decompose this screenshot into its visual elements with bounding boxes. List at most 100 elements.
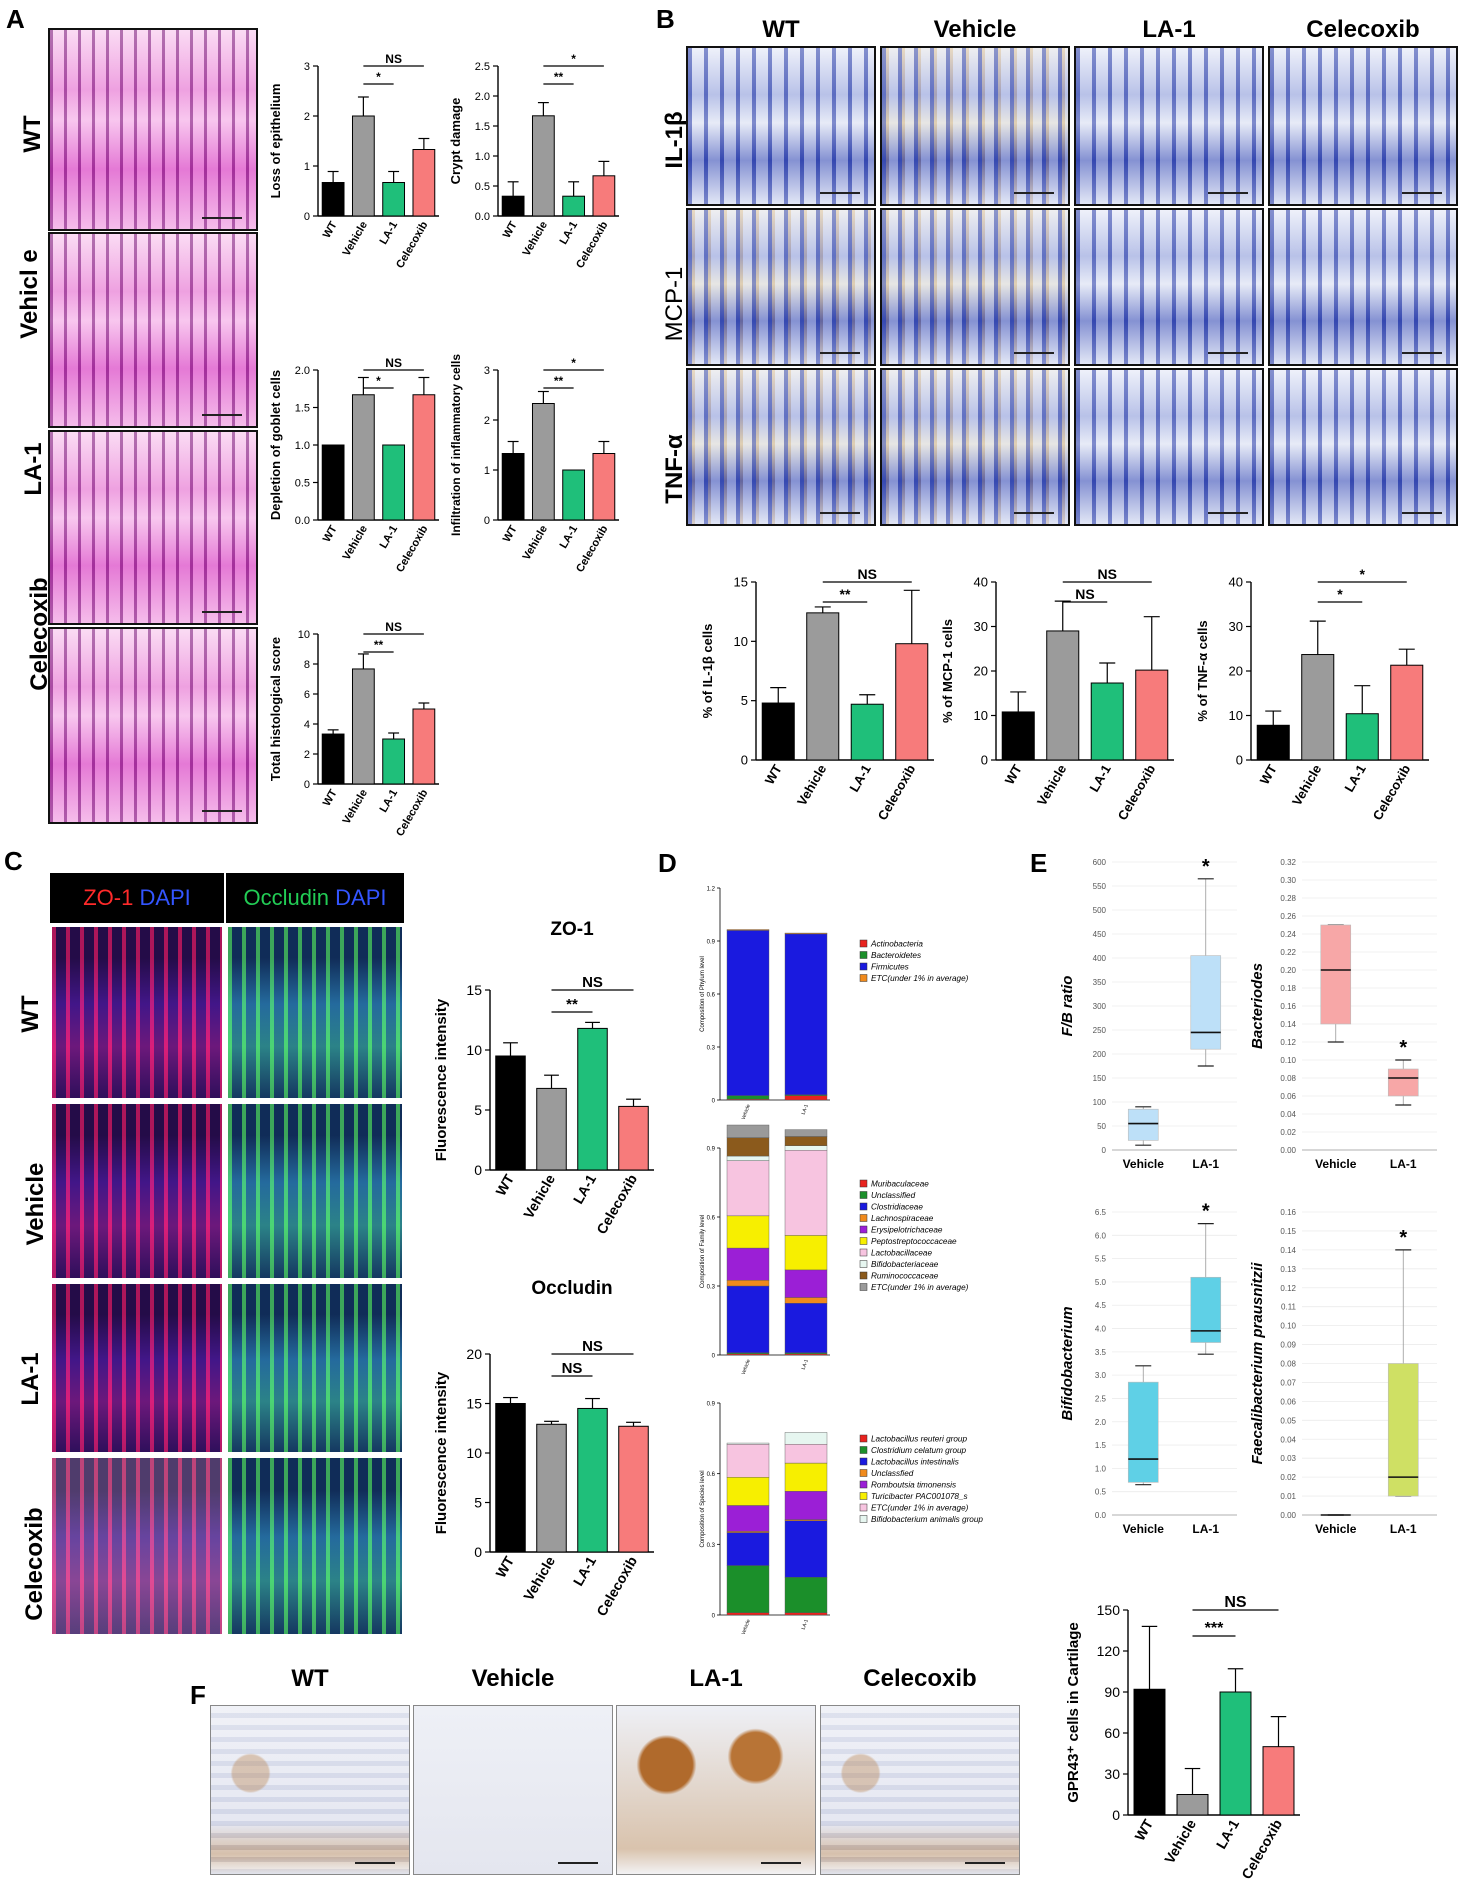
bar-wt (501, 453, 525, 521)
legend-label: Peptostreptococcaceae (871, 1237, 957, 1246)
legend-label: Lactobacillus intestinalis (871, 1458, 959, 1467)
bar-celecoxib (412, 394, 436, 521)
stack-segment (726, 1444, 770, 1478)
significance-label: * (1399, 1037, 1407, 1059)
significance-label: NS (1075, 586, 1094, 602)
significance-label: ** (554, 70, 564, 84)
bar-la-1 (562, 469, 586, 521)
x-tick-label: Celecoxib (593, 1172, 640, 1237)
box (1190, 955, 1222, 1050)
col-label-f-3: Celecoxib (863, 1665, 977, 1692)
x-tick-label: LA-1 (558, 524, 581, 551)
y-tick-label: 6 (304, 689, 310, 701)
y-tick-label: 0.5 (1095, 1488, 1107, 1497)
ihc-il1b-celecoxib (1268, 46, 1458, 206)
fluor-zo1-vehicle (50, 1102, 224, 1280)
y-tick-label: 0.01 (1280, 1492, 1296, 1501)
x-tick-label: Vehicle (520, 1553, 558, 1603)
y-tick-label: 8 (304, 659, 310, 671)
y-tick-label: 1.0 (1095, 1464, 1107, 1473)
significance-label: NS (582, 1338, 603, 1355)
y-tick-label: 0.6 (707, 993, 716, 999)
stack-segment (726, 1124, 770, 1138)
y-tick-label: 90 (1104, 1684, 1120, 1700)
bar-vehicle (531, 403, 555, 521)
legend-swatch (859, 1434, 868, 1443)
fluor-occludin-la1 (226, 1282, 404, 1454)
y-tick-label: 30 (1229, 619, 1243, 634)
legend-swatch (859, 1248, 868, 1257)
y-tick-label: 0 (712, 1354, 716, 1360)
significance-label: * (1202, 1201, 1210, 1223)
bar-celecoxib (895, 643, 929, 761)
box (1320, 924, 1352, 1025)
y-tick-label: 0.6 (707, 1472, 716, 1478)
legend-swatch (859, 1469, 868, 1477)
ihc-mcp1-celecoxib (1268, 208, 1458, 366)
x-tick-label: LA-1 (570, 1171, 600, 1206)
y-tick-label: 100 (1093, 1098, 1107, 1107)
significance-label: * (1202, 856, 1210, 878)
x-tick-label: LA-1 (378, 788, 401, 815)
significance-label: NS (582, 974, 603, 991)
y-tick-label: 0.18 (1280, 984, 1296, 993)
ihc-mcp1-wt (686, 208, 876, 366)
y-axis-label: Depletion of goblet cells (268, 370, 283, 520)
legend-swatch (859, 1225, 868, 1234)
bar-celecoxib (1390, 664, 1424, 761)
bar-wt (321, 444, 345, 521)
y-tick-label: 0 (712, 1614, 716, 1620)
chart-bifidobacterium: 0.0 0.5 1.0 1.5 2.0 2.5 3.0 3.5 4.0 4.5 5.0 5.5 6.0 6… (1050, 1200, 1245, 1555)
y-tick-label: 0.04 (1280, 1435, 1296, 1444)
bar-la-1 (1219, 1691, 1252, 1816)
y-axis-label: Fluorescence intensity (433, 1371, 450, 1534)
x-tick-label: Vehicle (1161, 1816, 1199, 1866)
y-tick-label: 0.12 (1280, 1038, 1296, 1047)
y-tick-label: 0.24 (1280, 930, 1296, 939)
legend-label: Muribaculaceae (871, 1180, 929, 1189)
row-label-b-1: MCP-1 (661, 266, 688, 342)
y-tick-label: 3.0 (1095, 1371, 1107, 1380)
x-tick-label: Vehicle (741, 1103, 752, 1120)
ihc-tnfa-wt (686, 368, 876, 526)
he-image-vehicle (48, 232, 258, 428)
col-label-b-3: Celecoxib (1306, 16, 1420, 43)
y-tick-label: 0.00 (1280, 1511, 1296, 1520)
y-tick-label: 0.5 (295, 477, 310, 489)
col-label-b-2: LA-1 (1142, 16, 1196, 43)
panel-label-e: E (1030, 848, 1048, 878)
stack-segment (726, 1137, 770, 1157)
header-zo1-dapi: ZO-1 DAPI (50, 873, 224, 923)
legend-label: Firmicutes (871, 963, 909, 972)
legend-label: Lactobacillus reuteri group (871, 1435, 967, 1444)
x-tick-label: LA-1 (558, 220, 581, 247)
y-tick-label: 5.0 (1095, 1278, 1107, 1287)
y-tick-label: 30 (974, 619, 988, 634)
significance-label: ** (566, 996, 578, 1013)
x-tick-label: Vehicle (1034, 762, 1069, 808)
legend-swatch (859, 939, 868, 948)
y-axis-label: GPR43⁺ cells in Cartilage (1065, 1622, 1082, 1803)
legend-swatch (859, 1179, 868, 1188)
x-tick-label: WT (321, 523, 340, 544)
bar-la-1 (382, 182, 406, 217)
significance-label: NS (858, 566, 877, 582)
legend-swatch (859, 1202, 868, 1211)
row-label-a-0: WT (19, 115, 46, 153)
x-tick-label: Vehicle (1123, 1157, 1165, 1171)
y-tick-label: 0.22 (1280, 948, 1296, 957)
he-image-wt (48, 28, 258, 231)
col-label-b-0: WT (762, 16, 800, 43)
legend-label: Bifidobacteriaceae (871, 1260, 939, 1269)
stack-segment (784, 1235, 828, 1271)
y-tick-label: 2.0 (475, 91, 490, 103)
row-label-c-1: Vehicle (22, 1162, 49, 1246)
stack-segment (784, 1491, 828, 1520)
legend-swatch (859, 1446, 868, 1454)
ihc-tnfa-vehicle (880, 368, 1070, 526)
legend-label: Bacteroidetes (871, 951, 921, 960)
chart-zo1-intensity: ZO-1 0 5 10 15 Fluorescence intensity WT Vehicl… (430, 910, 660, 1250)
legend-swatch (859, 1271, 868, 1280)
stack-segment (784, 933, 828, 1095)
bar-wt (495, 1055, 526, 1171)
